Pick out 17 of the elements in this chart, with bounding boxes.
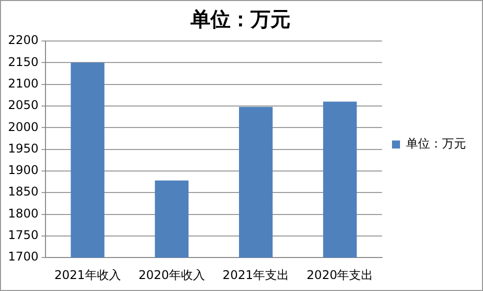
x-tick-label: 2020年收入 [138, 268, 205, 282]
y-tick-label: 1750 [8, 228, 39, 242]
y-tick-label: 1950 [8, 141, 39, 156]
y-tick-label: 2200 [8, 33, 39, 48]
x-tick-label: 2020年支出 [306, 268, 374, 282]
y-tick-label: 2150 [8, 54, 39, 69]
y-tick-label: 1850 [8, 184, 39, 199]
y-tick-label: 2050 [8, 98, 39, 112]
y-tick-label: 1900 [8, 163, 39, 178]
legend-label: 单位：万元 [406, 136, 466, 151]
y-tick-label: 1700 [8, 250, 39, 264]
x-tick-label: 2021年收入 [54, 268, 121, 282]
y-tick-label: 1800 [8, 206, 39, 220]
y-tick-label: 2100 [8, 76, 39, 90]
y-tick-label: 2000 [8, 120, 39, 134]
x-tick-label: 2021年支出 [222, 268, 290, 282]
chart-title: 单位：万元 [190, 7, 290, 32]
